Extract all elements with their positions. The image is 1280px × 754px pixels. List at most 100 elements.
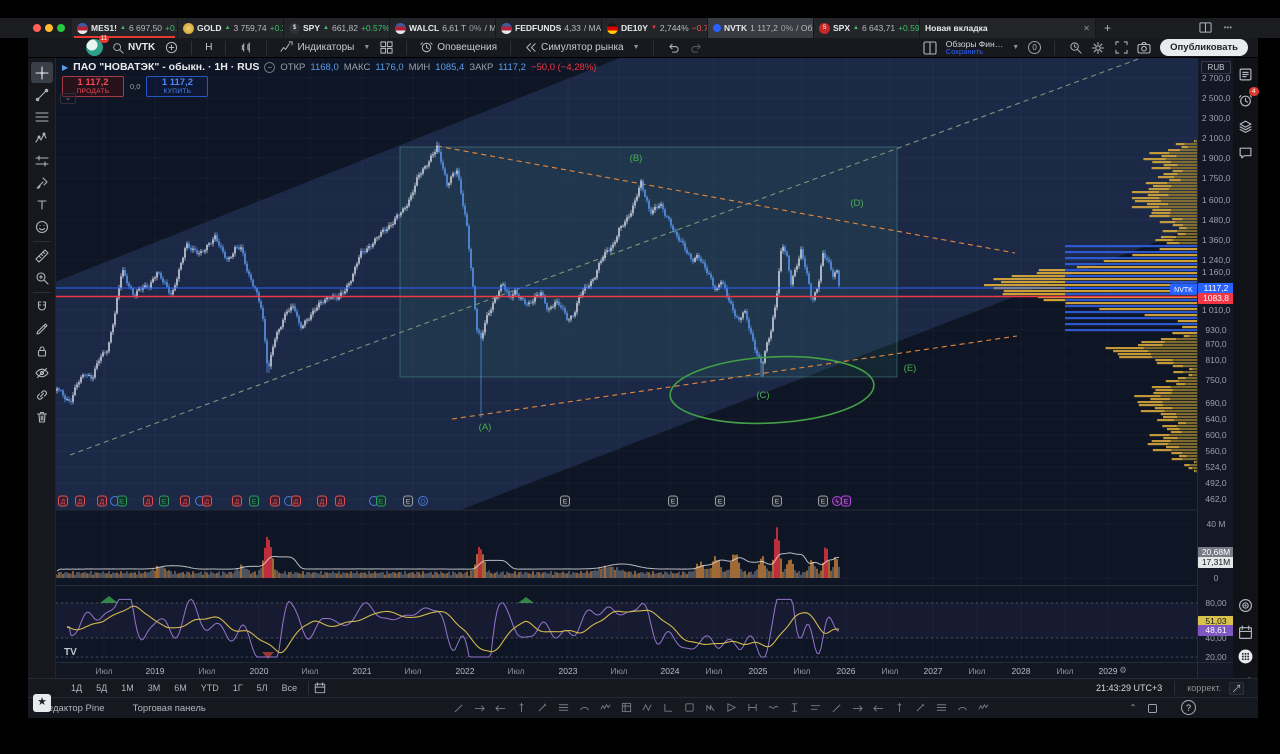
quick-draw-tool-20[interactable] <box>873 702 884 716</box>
expand-arrow-icon[interactable]: ▶ <box>62 62 69 72</box>
calendar-icon[interactable] <box>1235 622 1255 642</box>
elliott-wave-tool[interactable] <box>31 128 53 149</box>
replay-button[interactable]: Симулятор рынка <box>524 41 624 54</box>
quick-draw-tool-25[interactable] <box>978 702 989 716</box>
quick-draw-tool-21[interactable] <box>894 702 905 716</box>
legend-collapse-button[interactable]: ⌄ <box>60 93 76 104</box>
replay-credits-badge[interactable]: 0 <box>1028 41 1042 54</box>
link-tool[interactable] <box>31 384 53 405</box>
lock-tool[interactable] <box>31 340 53 361</box>
quick-draw-tool-16[interactable] <box>789 702 800 716</box>
symbol-search-button[interactable]: NVTK <box>112 42 155 54</box>
quick-draw-tool-0[interactable] <box>453 702 464 716</box>
quick-draw-tool-11[interactable] <box>684 702 695 716</box>
new-tab-button[interactable]: + <box>1104 21 1112 35</box>
settings-gear-icon[interactable] <box>1091 41 1105 55</box>
layout-select-icon[interactable] <box>923 40 937 55</box>
snapshot-camera-icon[interactable] <box>1137 41 1151 55</box>
add-symbol-icon[interactable] <box>164 41 178 55</box>
wave-label[interactable]: (D) <box>850 198 863 209</box>
emoji-tool[interactable] <box>31 216 53 237</box>
indicator-templates-icon[interactable] <box>379 41 393 55</box>
pine-editor-tab[interactable]: Редактор Pine <box>42 702 105 714</box>
quick-draw-tool-15[interactable] <box>768 702 779 716</box>
save-layout-link[interactable]: Сохранить <box>945 46 984 56</box>
timeframe-1М[interactable]: 1М <box>121 683 134 693</box>
window-close-button[interactable] <box>33 24 41 32</box>
quick-draw-tool-23[interactable] <box>936 702 947 716</box>
wave-label[interactable]: (B) <box>630 153 643 164</box>
highlight-ellipse[interactable] <box>668 352 875 429</box>
hide-tool[interactable] <box>31 362 53 383</box>
clock[interactable]: 21:43:29 UTC+3 <box>1095 683 1163 693</box>
quick-draw-tool-18[interactable] <box>831 702 842 716</box>
timeframe-5Д[interactable]: 5Д <box>96 683 108 693</box>
alerts-button[interactable]: Оповещения <box>420 41 497 54</box>
redo-icon[interactable] <box>690 41 704 55</box>
interval-button[interactable]: Н <box>205 42 213 53</box>
browser-tab-de10y[interactable]: DE10Y▼2,744%−0.78%✕ <box>602 18 708 38</box>
legend-more-icon[interactable]: − <box>264 61 276 73</box>
window-zoom-button[interactable] <box>57 24 65 32</box>
trash-tool[interactable] <box>31 406 53 427</box>
chat-icon[interactable] <box>1236 142 1256 162</box>
zoom-tool[interactable] <box>31 267 53 288</box>
tab-overflow-icon[interactable]: ••• <box>1223 23 1232 32</box>
tab-panels-icon[interactable] <box>1199 21 1212 34</box>
publish-button[interactable]: Опубликовать <box>1160 39 1248 56</box>
crosshair-tool[interactable] <box>30 62 53 83</box>
quick-draw-tool-17[interactable] <box>810 702 821 716</box>
alarm-icon[interactable]: 4 <box>1236 87 1259 110</box>
timeframe-1Г[interactable]: 1Г <box>232 683 243 693</box>
quick-draw-tool-1[interactable] <box>474 702 485 716</box>
chart-style-icon[interactable] <box>239 41 253 55</box>
price-axis[interactable]: RUB 2 700,0 2 500,0 2 300,0 2 100,0 1 900,0 1… <box>1197 58 1234 662</box>
panel-collapse-icon[interactable]: ⌃ <box>1129 703 1137 714</box>
browser-tab-spy[interactable]: $SPY▲661,82+0.57% / И✕ <box>284 18 390 38</box>
user-avatar[interactable]: 11 <box>86 35 109 56</box>
buy-button[interactable]: 1 117,2 КУПИТЬ <box>146 76 209 97</box>
timeframe-Все[interactable]: Все <box>281 683 298 693</box>
quick-draw-tool-13[interactable] <box>726 702 737 716</box>
brush-tool[interactable] <box>31 172 53 193</box>
quick-draw-tool-6[interactable] <box>579 702 590 716</box>
wave-label[interactable]: (A) <box>479 422 492 433</box>
tab-close-icon[interactable]: ✕ <box>1083 23 1090 33</box>
layout-dropdown-icon[interactable]: ▼ <box>1012 44 1020 51</box>
layout-name[interactable]: Обзоры Фин… Сохранить <box>945 38 1004 56</box>
timeframe-1Д[interactable]: 1Д <box>71 683 83 693</box>
panel-restore-icon[interactable] <box>1147 703 1158 714</box>
favorites-star-button[interactable]: ★ <box>33 694 51 712</box>
quick-draw-tool-22[interactable] <box>915 702 926 716</box>
undo-icon[interactable] <box>667 41 681 55</box>
go-to-date-icon[interactable] <box>313 681 327 695</box>
quick-search-icon[interactable] <box>1068 41 1082 55</box>
trendline-tool[interactable] <box>31 84 53 105</box>
quick-draw-tool-19[interactable] <box>852 702 863 716</box>
news-icon[interactable] <box>1236 64 1256 84</box>
wave-label[interactable]: (E) <box>904 363 917 374</box>
magnet-tool[interactable] <box>31 296 53 317</box>
replay-dropdown-icon[interactable]: ▼ <box>632 44 640 51</box>
quick-draw-tool-7[interactable] <box>600 702 611 716</box>
timeframe-5Л[interactable]: 5Л <box>256 683 268 693</box>
pencil-tool[interactable] <box>31 318 53 339</box>
quick-draw-tool-10[interactable] <box>663 702 674 716</box>
browser-tab-mes1[interactable]: MES1!▲6 697,50+0.53%✕ <box>72 18 178 38</box>
axis-settings-icon[interactable]: ⚙ <box>1119 665 1127 675</box>
trading-panel-tab[interactable]: Торговая панель <box>132 702 206 714</box>
indicators-button[interactable]: Индикаторы <box>280 41 354 54</box>
text-tool[interactable] <box>31 194 53 215</box>
rising-support-line[interactable] <box>69 58 1195 456</box>
timeframe-3М[interactable]: 3М <box>147 683 161 693</box>
fullscreen-icon[interactable] <box>1114 41 1128 55</box>
sell-button[interactable]: 1 117,2 ПРОДАТЬ <box>62 76 124 97</box>
timeframe-6М[interactable]: 6М <box>174 683 187 693</box>
scale-reset-button[interactable] <box>1229 681 1244 695</box>
time-axis-corner[interactable] <box>1197 662 1233 678</box>
fib-lines-tool[interactable] <box>31 106 53 127</box>
currency-button[interactable]: RUB <box>1201 61 1231 74</box>
help-button[interactable]: ? <box>1181 700 1196 715</box>
